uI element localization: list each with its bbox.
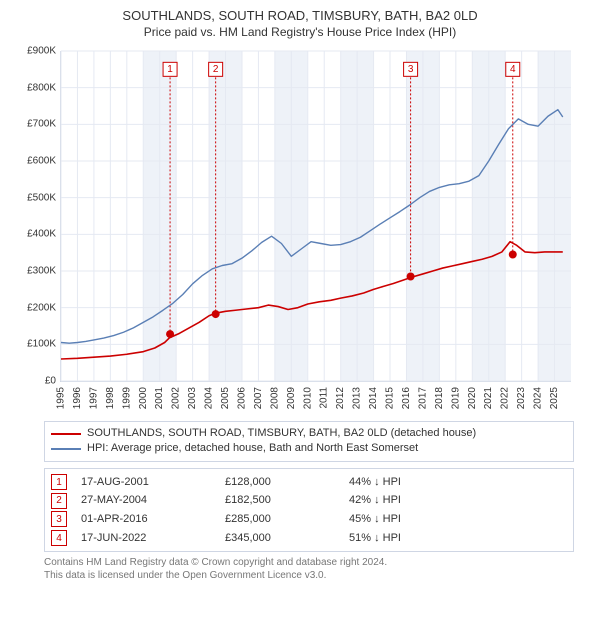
svg-text:2008: 2008 [269, 386, 280, 409]
svg-text:1: 1 [167, 64, 173, 75]
y-axis-tick-label: £0 [45, 375, 56, 386]
svg-text:2002: 2002 [171, 386, 182, 409]
transaction-date: 17-JUN-2022 [81, 529, 211, 548]
transaction-price: £285,000 [225, 510, 335, 529]
svg-text:2025: 2025 [549, 386, 560, 409]
y-axis-tick-label: £900K [27, 45, 56, 56]
svg-text:2011: 2011 [319, 386, 330, 408]
svg-text:4: 4 [510, 64, 516, 75]
transaction-hotspot-box: 2 [51, 493, 67, 509]
y-axis-tick-label: £400K [27, 229, 56, 240]
svg-text:2012: 2012 [335, 386, 346, 409]
transaction-price: £182,500 [225, 491, 335, 510]
plot-area: 1995199619971998199920002001200220032004… [60, 51, 571, 382]
transaction-row: 3 01-APR-2016 £285,000 45% ↓ HPI [51, 510, 567, 529]
svg-text:2: 2 [213, 64, 219, 75]
transaction-price: £128,000 [225, 473, 335, 492]
svg-text:2021: 2021 [483, 386, 494, 409]
svg-text:2020: 2020 [467, 386, 478, 409]
legend-row-hpi: HPI: Average price, detached house, Bath… [51, 441, 567, 456]
svg-text:2001: 2001 [154, 386, 165, 409]
footer-line-1: Contains HM Land Registry data © Crown c… [44, 556, 574, 569]
transaction-hotspot-box: 1 [51, 474, 67, 490]
transaction-row: 4 17-JUN-2022 £345,000 51% ↓ HPI [51, 529, 567, 548]
legend-label-price-paid: SOUTHLANDS, SOUTH ROAD, TIMSBURY, BATH, … [87, 426, 476, 441]
svg-text:2019: 2019 [450, 386, 461, 409]
svg-text:1997: 1997 [88, 386, 99, 409]
y-axis-tick-label: £300K [27, 265, 56, 276]
svg-text:1999: 1999 [121, 386, 132, 409]
transaction-date: 17-AUG-2001 [81, 473, 211, 492]
y-axis-tick-label: £500K [27, 192, 56, 203]
svg-text:2016: 2016 [401, 386, 412, 409]
transaction-diff: 45% ↓ HPI [349, 510, 429, 529]
transaction-diff: 44% ↓ HPI [349, 473, 429, 492]
footer-line-2: This data is licensed under the Open Gov… [44, 569, 574, 582]
transaction-price: £345,000 [225, 529, 335, 548]
svg-text:2000: 2000 [138, 386, 149, 409]
legend: SOUTHLANDS, SOUTH ROAD, TIMSBURY, BATH, … [44, 421, 574, 462]
y-axis-tick-label: £100K [27, 339, 56, 350]
transaction-diff: 51% ↓ HPI [349, 529, 429, 548]
y-axis-tick-label: £200K [27, 302, 56, 313]
transaction-hotspot-box: 3 [51, 511, 67, 527]
svg-text:2003: 2003 [187, 386, 198, 409]
svg-text:2018: 2018 [434, 386, 445, 409]
transaction-row: 2 27-MAY-2004 £182,500 42% ↓ HPI [51, 491, 567, 510]
svg-text:2014: 2014 [368, 386, 379, 409]
svg-text:2004: 2004 [204, 386, 215, 409]
y-axis-tick-label: £700K [27, 119, 56, 130]
footer: Contains HM Land Registry data © Crown c… [44, 556, 574, 582]
svg-text:2006: 2006 [236, 386, 247, 409]
legend-swatch-price-paid [51, 433, 81, 435]
svg-text:3: 3 [408, 64, 414, 75]
title-line-1: SOUTHLANDS, SOUTH ROAD, TIMSBURY, BATH, … [10, 8, 590, 25]
svg-text:1998: 1998 [105, 386, 116, 409]
chart-area: 1995 1996 1997 1998 1999 2000 2001 2002 2003 2004… [20, 45, 580, 415]
svg-text:2015: 2015 [385, 386, 396, 409]
legend-label-hpi: HPI: Average price, detached house, Bath… [87, 441, 418, 456]
y-axis-tick-label: £600K [27, 155, 56, 166]
svg-text:1996: 1996 [72, 386, 83, 409]
legend-swatch-hpi [51, 448, 81, 450]
svg-text:2017: 2017 [417, 386, 428, 409]
legend-row-price-paid: SOUTHLANDS, SOUTH ROAD, TIMSBURY, BATH, … [51, 426, 567, 441]
transactions-table: 1 17-AUG-2001 £128,000 44% ↓ HPI 2 27-MAY-200… [44, 468, 574, 553]
transaction-hotspot-box: 4 [51, 530, 67, 546]
transaction-date: 27-MAY-2004 [81, 491, 211, 510]
title-line-2: Price paid vs. HM Land Registry's House … [10, 25, 590, 39]
transaction-date: 01-APR-2016 [81, 510, 211, 529]
chart-container: SOUTHLANDS, SOUTH ROAD, TIMSBURY, BATH, … [0, 0, 600, 620]
svg-text:2009: 2009 [286, 386, 297, 409]
transaction-diff: 42% ↓ HPI [349, 491, 429, 510]
y-axis-tick-label: £800K [27, 82, 56, 93]
svg-text:2022: 2022 [500, 386, 511, 409]
svg-text:2010: 2010 [302, 386, 313, 409]
svg-text:2013: 2013 [352, 386, 363, 409]
transaction-row: 1 17-AUG-2001 £128,000 44% ↓ HPI [51, 473, 567, 492]
svg-text:2024: 2024 [533, 386, 544, 409]
svg-text:2005: 2005 [220, 386, 231, 409]
svg-text:2023: 2023 [516, 386, 527, 409]
svg-text:1995: 1995 [56, 386, 67, 409]
svg-text:2007: 2007 [253, 386, 264, 409]
